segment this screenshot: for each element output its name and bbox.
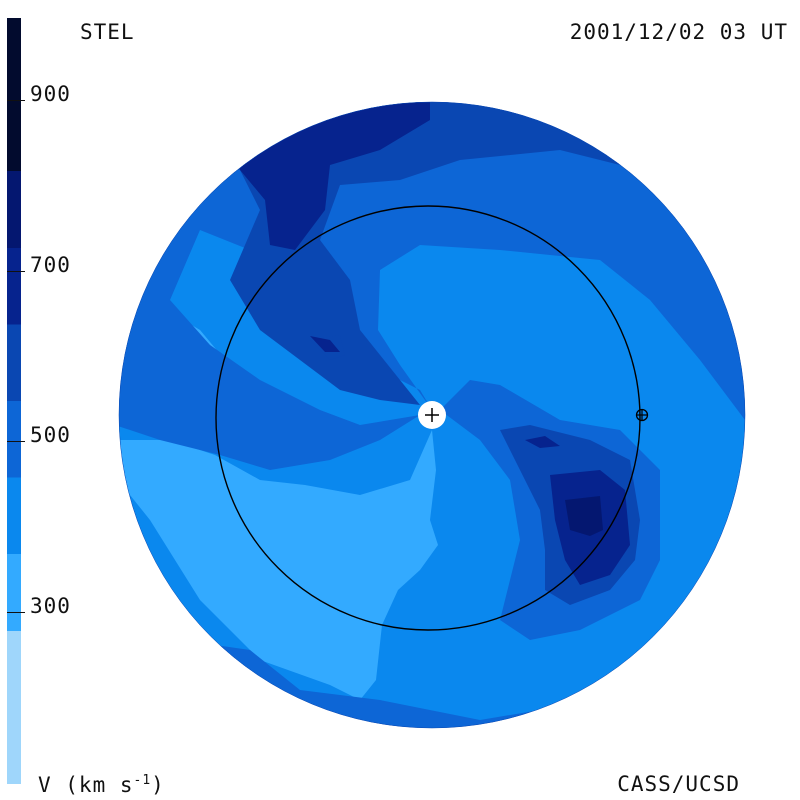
- timestamp-label: 2001/12/02 03 UT: [569, 20, 788, 44]
- colorbar-tick-label: 700: [30, 253, 71, 277]
- instrument-label: STEL: [80, 20, 135, 44]
- units-label: V (km s-1): [38, 774, 165, 796]
- colorbar-tick: [7, 271, 25, 272]
- units-base: V (km s: [38, 773, 134, 797]
- colorbar-tick-label: 500: [30, 423, 71, 447]
- earth-marker: [635, 408, 649, 422]
- velocity-contours: [119, 102, 745, 728]
- units-close: ): [151, 773, 165, 797]
- earth-orbit: [215, 205, 641, 631]
- colorbar-tick: [7, 441, 25, 442]
- colorbar-tick-label: 300: [30, 594, 71, 618]
- colorbar-tick-label: 900: [30, 82, 71, 106]
- colorbar-tick: [7, 612, 25, 613]
- credit-label: CASS/UCSD: [617, 772, 740, 796]
- colorbar-tick: [7, 100, 25, 101]
- sun-marker: [418, 401, 446, 429]
- units-exponent: -1: [133, 773, 152, 788]
- velocity-colorbar: [7, 18, 21, 784]
